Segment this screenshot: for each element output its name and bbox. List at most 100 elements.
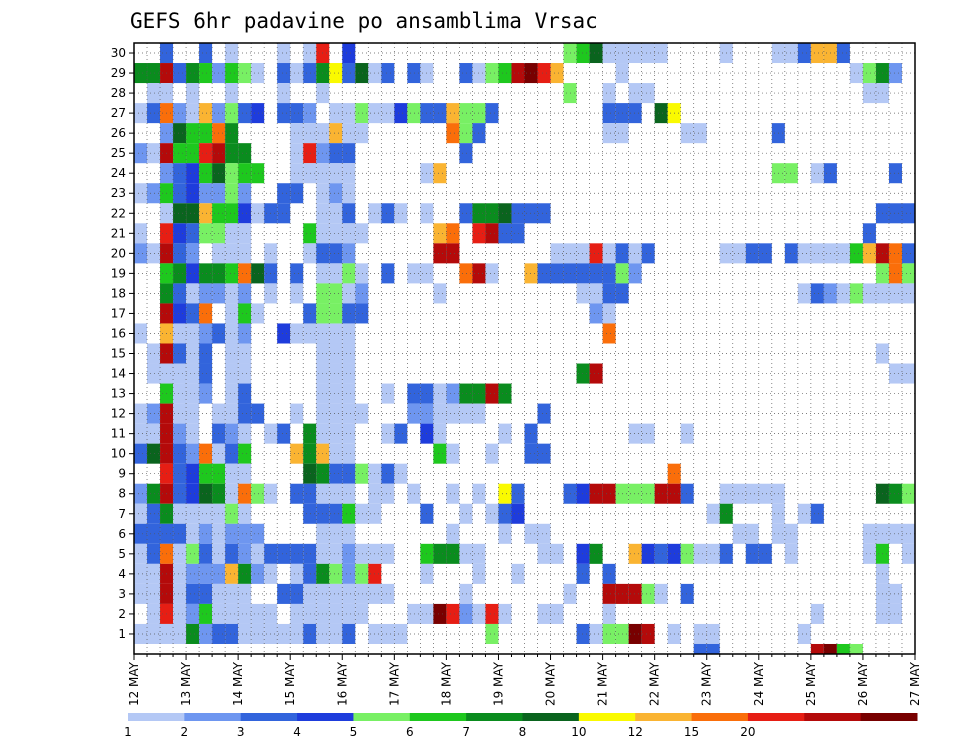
heatmap-cell: [849, 643, 863, 654]
heatmap-cell: [550, 63, 564, 84]
heatmap-cell: [225, 243, 239, 264]
heatmap-cell: [342, 243, 356, 264]
heatmap-cell: [706, 623, 720, 644]
heatmap-cell: [628, 583, 642, 604]
heatmap-cell: [186, 363, 200, 384]
heatmap-cell: [602, 83, 616, 104]
y-tick-label: 26: [111, 126, 126, 140]
heatmap-cell: [225, 123, 239, 144]
heatmap-cell: [225, 143, 239, 164]
heatmap-cell: [329, 603, 343, 624]
heatmap-cell: [277, 43, 291, 64]
heatmap-cell: [693, 543, 707, 564]
heatmap-cell: [693, 123, 707, 144]
heatmap-cell: [147, 183, 161, 204]
heatmap-cell: [225, 103, 239, 124]
heatmap-cell: [862, 543, 876, 564]
heatmap-cell: [238, 623, 252, 644]
heatmap-cell: [537, 603, 551, 624]
heatmap-cell: [836, 283, 850, 304]
heatmap-cell: [238, 343, 252, 364]
y-tick-label: 6: [118, 527, 126, 541]
heatmap-cell: [550, 243, 564, 264]
heatmap-cell: [290, 103, 304, 124]
heatmap-cell: [576, 483, 590, 504]
heatmap-cell: [810, 163, 824, 184]
heatmap-cell: [888, 203, 902, 224]
colorbar-swatch: [804, 713, 862, 721]
heatmap-cell: [329, 563, 343, 584]
heatmap-cell: [290, 403, 304, 424]
heatmap-cell: [173, 243, 187, 264]
heatmap-cell: [433, 223, 447, 244]
heatmap-cell: [680, 423, 694, 444]
heatmap-cell: [186, 83, 200, 104]
heatmap-cell: [173, 283, 187, 304]
heatmap-cell: [381, 483, 395, 504]
heatmap-cell: [849, 63, 863, 84]
heatmap-cell: [329, 443, 343, 464]
heatmap-cell: [173, 343, 187, 364]
x-tick-label: 24 MAY: [752, 661, 766, 706]
heatmap-cell: [186, 503, 200, 524]
heatmap-cell: [173, 63, 187, 84]
heatmap-cell: [498, 483, 512, 504]
heatmap-cell: [394, 423, 408, 444]
heatmap-cell: [654, 43, 668, 64]
heatmap-cell: [303, 103, 317, 124]
heatmap-cell: [550, 543, 564, 564]
heatmap-cell: [433, 443, 447, 464]
heatmap-cell: [888, 243, 902, 264]
heatmap-cells: [134, 43, 915, 654]
heatmap-cell: [290, 543, 304, 564]
y-tick-label: 1: [118, 627, 126, 641]
heatmap-cell: [238, 223, 252, 244]
heatmap-cell: [511, 223, 525, 244]
heatmap-cell: [173, 163, 187, 184]
y-tick-label: 8: [118, 487, 126, 501]
heatmap-cell: [407, 403, 421, 424]
heatmap-cell: [186, 303, 200, 324]
heatmap-cell: [433, 383, 447, 404]
heatmap-cell: [238, 383, 252, 404]
heatmap-cell: [836, 43, 850, 64]
heatmap-cell: [173, 543, 187, 564]
heatmap-cell: [134, 103, 148, 124]
heatmap-cell: [225, 423, 239, 444]
heatmap-cell: [238, 363, 252, 384]
x-tick-label: 12 MAY: [127, 661, 141, 706]
heatmap-cell: [199, 503, 213, 524]
heatmap-cell: [225, 303, 239, 324]
colorbar-level-label: 15: [684, 725, 699, 739]
heatmap-cell: [134, 543, 148, 564]
heatmap-cell: [459, 503, 473, 524]
y-tick-label: 13: [111, 387, 126, 401]
heatmap-cell: [277, 323, 291, 344]
heatmap-cell: [589, 543, 603, 564]
heatmap-cell: [485, 263, 499, 284]
heatmap-cell: [342, 463, 356, 484]
heatmap-cell: [173, 563, 187, 584]
heatmap-cell: [602, 263, 616, 284]
heatmap-cell: [173, 303, 187, 324]
heatmap-cell: [485, 443, 499, 464]
colorbar-level-label: 7: [462, 725, 470, 739]
heatmap-cell: [407, 483, 421, 504]
heatmap-cell: [342, 503, 356, 524]
heatmap-cell: [628, 263, 642, 284]
heatmap-cell: [459, 583, 473, 604]
heatmap-cell: [732, 243, 746, 264]
heatmap-cell: [784, 243, 798, 264]
heatmap-cell: [355, 603, 369, 624]
heatmap-cell: [628, 423, 642, 444]
heatmap-cell: [329, 463, 343, 484]
colorbar-swatch: [297, 713, 354, 721]
heatmap-cell: [199, 583, 213, 604]
heatmap-cell: [303, 43, 317, 64]
heatmap-cell: [329, 223, 343, 244]
heatmap-cell: [342, 423, 356, 444]
heatmap-cell: [433, 103, 447, 124]
heatmap-cell: [238, 583, 252, 604]
x-tick-label: 27 MAY: [908, 661, 922, 706]
